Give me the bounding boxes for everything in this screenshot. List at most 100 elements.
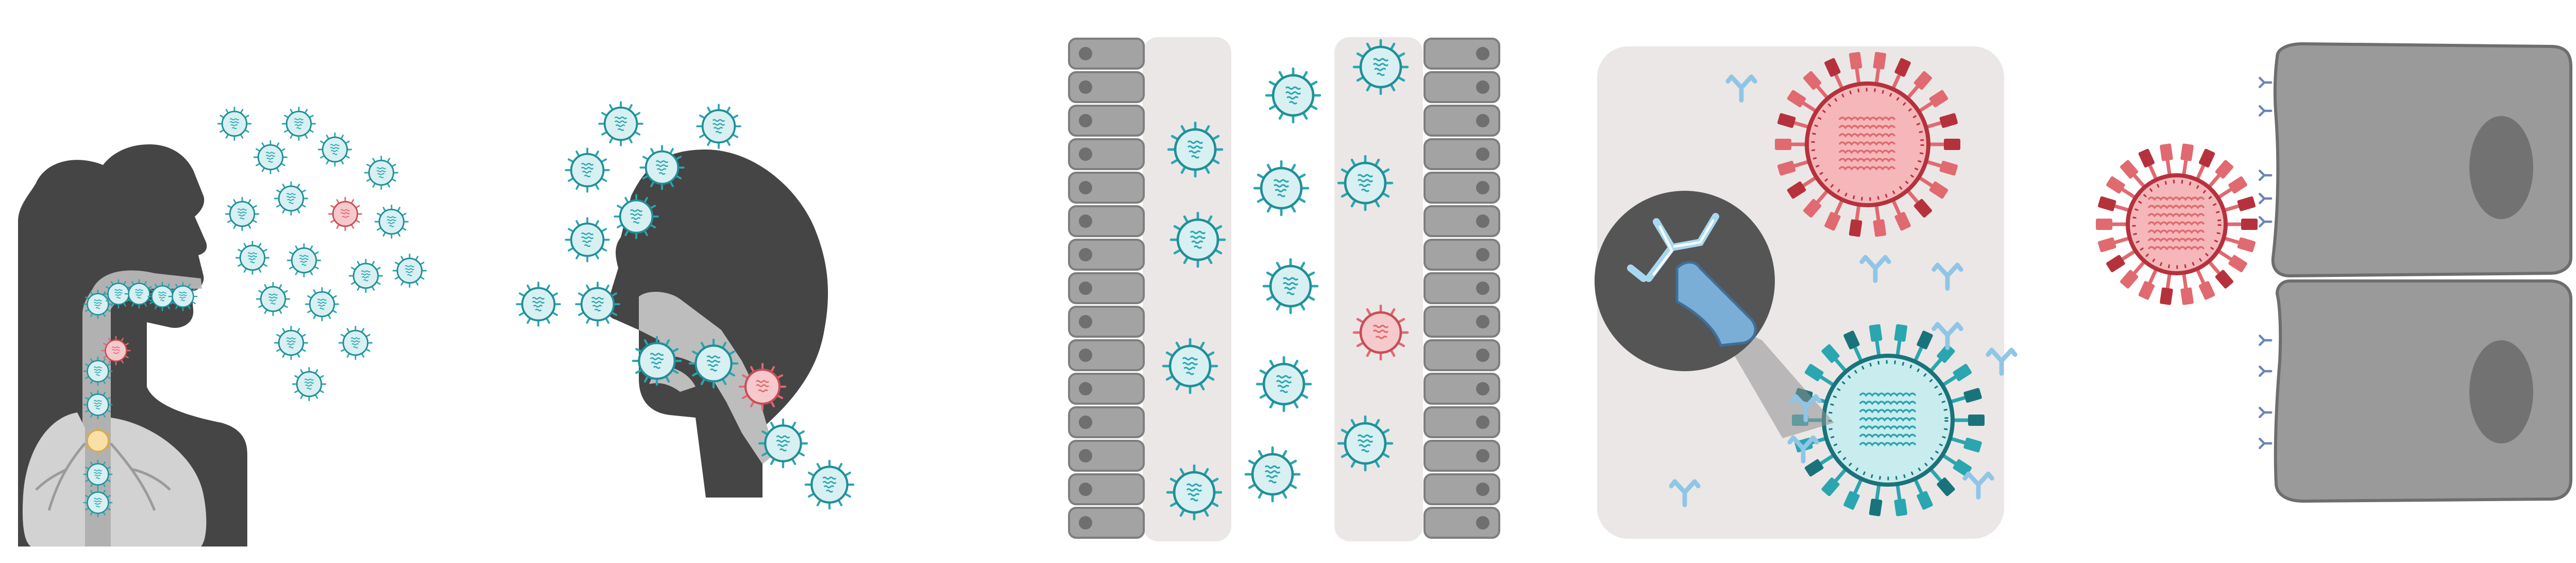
virus-particle-icon [598,101,643,146]
panel-antibody-binding [1595,46,2015,539]
virus-particle-icon [292,367,327,402]
spike-head [2097,237,2116,253]
epithelial-cell [1423,373,1500,405]
spike-head [1894,58,1911,77]
lung-left [22,412,86,547]
cell-nucleus [1079,181,1092,194]
cell-nucleus [1476,80,1489,94]
cell-surface-receptors [2260,78,2271,448]
receptor-icon [2260,336,2271,345]
envelope-proteins [1811,88,1924,201]
virus-particle-icon [274,325,309,360]
virus-envelope [1805,81,1930,207]
spike-head [1869,499,1883,517]
viral-rna [1838,133,1896,138]
epithelial-cell [1068,272,1145,304]
viral-rna [1838,150,1896,154]
panel-airway-epithelium [1068,37,1500,541]
spike-head [1963,437,1982,453]
spike-head [2160,143,2173,161]
spike-head [2120,160,2139,179]
virus-envelope [1822,354,1955,487]
epithelial-cell [1423,406,1500,438]
spike-head [1824,58,1841,77]
spike-head [1869,324,1883,342]
lumen-right [1334,37,1423,541]
spike-head [1937,477,1955,496]
virus-particle-icon [304,287,340,322]
epithelial-cell [1068,473,1145,505]
panel-inhalation [516,101,853,508]
virus-particle-icon [253,140,288,175]
epithelial-cell [1423,38,1500,70]
cell-nucleus [1079,315,1092,328]
receptor-icon [2260,367,2271,376]
virus-particle-icon [274,181,309,216]
cell-nucleus [1476,181,1489,194]
epithelial-cell [1068,440,1145,472]
epithelial-cell [1068,205,1145,237]
virus-particle-icon [317,132,352,167]
spike-head [1843,491,1860,510]
spike-head [1894,499,1908,517]
spike-head [2215,270,2233,289]
bronchi [35,442,171,511]
spike-head [2237,196,2256,211]
spike-head [2096,219,2112,230]
spike-head [1937,344,1955,363]
cell-nucleus [1079,47,1092,60]
spike-head [1939,113,1958,128]
spike-head [1821,477,1840,496]
spike-head [2198,148,2215,168]
epithelial-cell [1068,239,1145,271]
epithelial-cell [1423,172,1500,204]
spike-head [2180,287,2194,305]
viral-rna [2147,238,2205,242]
viral-rna [2147,196,2205,201]
cell-nucleus [1476,281,1489,295]
spike-head [2106,176,2125,194]
virus-particle-icon [516,281,561,327]
epithelial-cell [1423,473,1500,505]
spike-head [1913,71,1932,90]
viral-rna [1859,392,1917,397]
viral-rna [2147,221,2205,226]
spike-head [1944,139,1960,150]
cell-nucleus [1476,516,1489,529]
virus-particle-icon [338,325,373,360]
viral-rna [1859,401,1917,405]
cell-nucleus [1476,483,1489,496]
epithelial-cell [1423,440,1500,472]
cell-nucleus [1476,248,1489,261]
magnified-spike-protein [1675,261,1757,347]
epithelial-cell [1423,339,1500,371]
spike-head [1777,160,1796,176]
viral-rna [1838,125,1896,129]
viral-rna [2147,205,2205,209]
spike-head [2241,219,2258,230]
cell-nucleus [1476,147,1489,161]
virus-particle-icon [348,258,383,293]
epithelial-cells-left [1068,38,1145,539]
spike-head [1917,330,1933,350]
spike-head [1804,363,1824,382]
cell-nucleus [1079,214,1092,228]
spike-head [1804,459,1824,477]
panel-exhalation [18,106,427,547]
virus-particle-icon [281,106,316,141]
spike-head [2138,281,2155,300]
receptor-icon [2260,106,2271,115]
cell-nucleus [1079,147,1092,161]
virus-particle-icon [364,155,399,190]
virus-particle-icon [256,281,291,317]
spike-head [1913,198,1932,218]
host-cell-bottom-nucleus [2469,340,2533,443]
spike-head [2237,237,2256,253]
cell-nucleus [1476,416,1489,429]
spike-head [1849,219,1862,237]
spike-head [1894,212,1911,231]
spike-head [1803,198,1822,218]
spike-head [2228,176,2247,194]
panel-cell-entry [2096,42,2572,503]
